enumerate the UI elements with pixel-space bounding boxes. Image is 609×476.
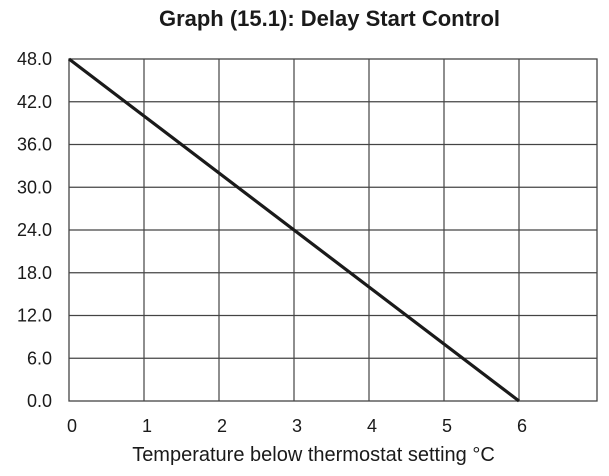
chart-title: Graph (15.1): Delay Start Control [158, 6, 501, 31]
x-tick-label: 0 [67, 416, 77, 436]
x-tick-label: 4 [367, 416, 377, 436]
y-tick-label: 18.0 [17, 263, 52, 283]
y-tick-label: 36.0 [17, 135, 52, 155]
series-line [68, 57, 520, 403]
y-tick-label: 12.0 [17, 306, 52, 326]
x-tick-label: 2 [217, 416, 227, 436]
y-tick-label: 30.0 [17, 177, 52, 197]
y-tick-label: 6.0 [27, 348, 52, 368]
x-tick-label: 6 [517, 416, 527, 436]
x-tick-label: 3 [292, 416, 302, 436]
x-axis-label: Temperature below thermostat setting °C [132, 444, 495, 466]
y-tick-label: 24.0 [17, 220, 52, 240]
y-tick-label: 42.0 [17, 92, 52, 112]
y-tick-label: 48.0 [17, 49, 52, 69]
y-tick-label: 0.0 [27, 391, 52, 411]
x-tick-label: 1 [142, 416, 152, 436]
x-tick-label: 5 [442, 416, 452, 436]
